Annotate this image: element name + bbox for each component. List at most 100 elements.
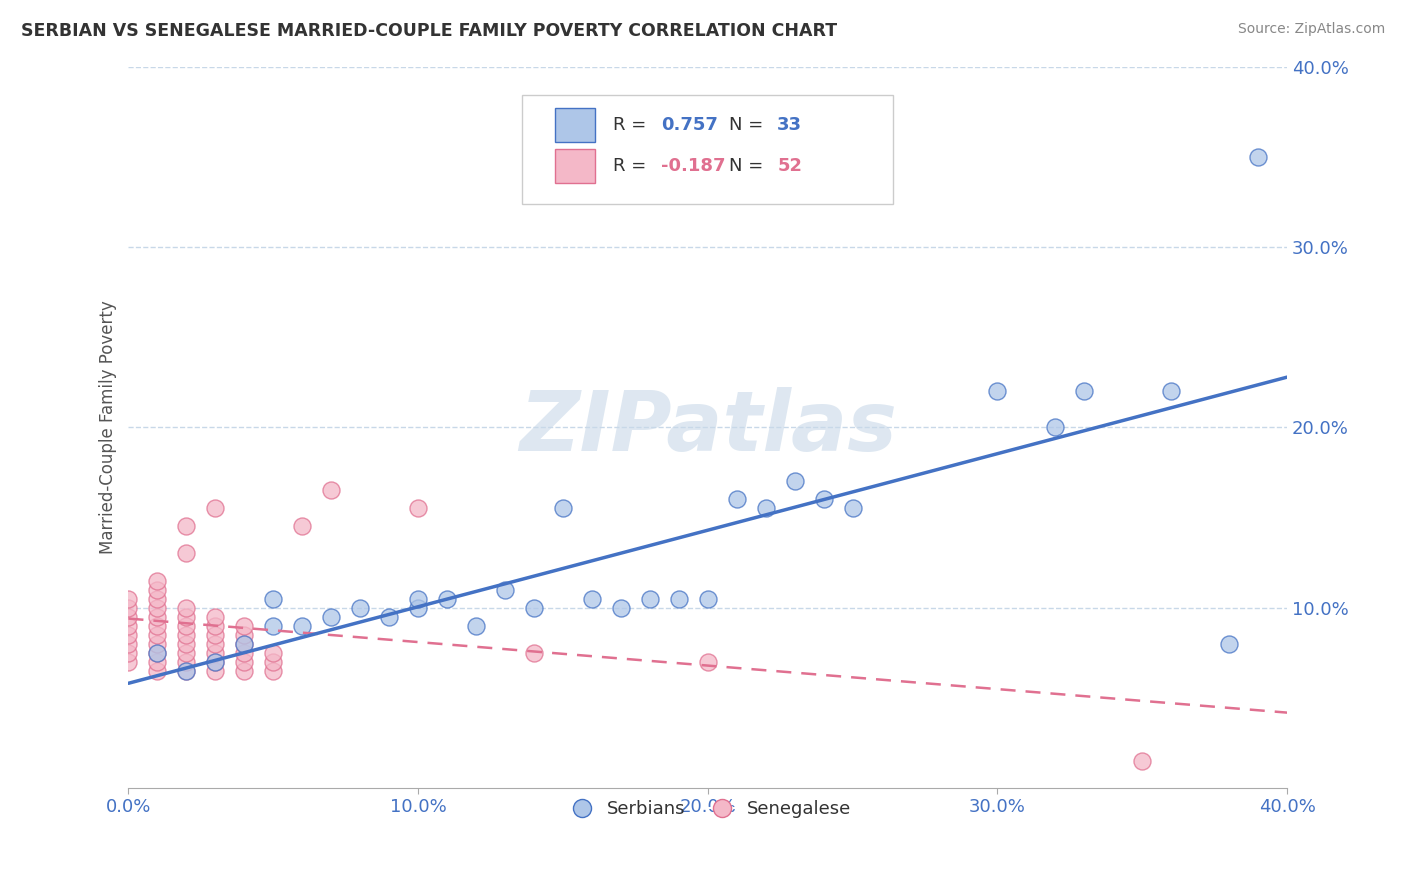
Text: 33: 33 xyxy=(778,116,803,134)
Point xyxy=(176,609,198,624)
Point xyxy=(783,475,806,489)
Point xyxy=(986,384,1008,399)
Point xyxy=(204,655,226,669)
Point xyxy=(725,492,748,507)
Point xyxy=(117,618,139,632)
Point xyxy=(233,655,256,669)
FancyBboxPatch shape xyxy=(555,149,595,184)
Point xyxy=(523,646,546,660)
Text: Source: ZipAtlas.com: Source: ZipAtlas.com xyxy=(1237,22,1385,37)
Point xyxy=(349,600,371,615)
Point xyxy=(638,591,661,606)
Point xyxy=(117,646,139,660)
Point xyxy=(494,582,516,597)
Point xyxy=(233,637,256,651)
Point xyxy=(321,483,343,498)
Point xyxy=(233,618,256,632)
FancyBboxPatch shape xyxy=(523,95,893,203)
Point xyxy=(146,600,169,615)
Point xyxy=(321,609,343,624)
Point xyxy=(117,627,139,641)
Point xyxy=(610,600,633,615)
Point xyxy=(581,591,603,606)
Point xyxy=(146,591,169,606)
Point xyxy=(176,618,198,632)
Point xyxy=(146,655,169,669)
Point xyxy=(204,618,226,632)
FancyBboxPatch shape xyxy=(555,108,595,143)
Point xyxy=(204,501,226,516)
Point xyxy=(117,609,139,624)
Point xyxy=(176,546,198,560)
Point xyxy=(233,627,256,641)
Text: R =: R = xyxy=(613,157,652,175)
Point xyxy=(668,591,690,606)
Point xyxy=(117,600,139,615)
Text: R =: R = xyxy=(613,116,652,134)
Text: -0.187: -0.187 xyxy=(661,157,725,175)
Point xyxy=(204,646,226,660)
Point xyxy=(176,627,198,641)
Point xyxy=(204,655,226,669)
Text: SERBIAN VS SENEGALESE MARRIED-COUPLE FAMILY POVERTY CORRELATION CHART: SERBIAN VS SENEGALESE MARRIED-COUPLE FAM… xyxy=(21,22,837,40)
Text: ZIPatlas: ZIPatlas xyxy=(519,387,897,467)
Point xyxy=(406,600,429,615)
Point xyxy=(204,637,226,651)
Point xyxy=(1130,754,1153,768)
Point xyxy=(378,609,401,624)
Point xyxy=(204,627,226,641)
Point xyxy=(146,637,169,651)
Point xyxy=(176,519,198,533)
Point xyxy=(262,664,284,678)
Point xyxy=(176,637,198,651)
Point xyxy=(1045,420,1067,434)
Point xyxy=(696,655,718,669)
Point xyxy=(262,618,284,632)
Text: N =: N = xyxy=(728,157,769,175)
Text: N =: N = xyxy=(728,116,769,134)
Point xyxy=(262,591,284,606)
Point xyxy=(1218,637,1240,651)
Point xyxy=(176,655,198,669)
Legend: Serbians, Senegalese: Serbians, Senegalese xyxy=(557,793,859,826)
Point xyxy=(176,664,198,678)
Point xyxy=(146,609,169,624)
Point xyxy=(551,501,574,516)
Y-axis label: Married-Couple Family Poverty: Married-Couple Family Poverty xyxy=(100,301,117,554)
Point xyxy=(117,637,139,651)
Text: 0.757: 0.757 xyxy=(661,116,718,134)
Point xyxy=(233,646,256,660)
Point xyxy=(117,655,139,669)
Point xyxy=(1247,150,1270,164)
Point xyxy=(146,646,169,660)
Point xyxy=(176,664,198,678)
Point xyxy=(262,655,284,669)
Point xyxy=(262,646,284,660)
Point xyxy=(204,609,226,624)
Point xyxy=(146,646,169,660)
Point xyxy=(146,627,169,641)
Point xyxy=(146,664,169,678)
Point xyxy=(841,501,863,516)
Text: 52: 52 xyxy=(778,157,803,175)
Point xyxy=(755,501,778,516)
Point xyxy=(204,664,226,678)
Point xyxy=(233,637,256,651)
Point xyxy=(291,618,314,632)
Point xyxy=(1073,384,1095,399)
Point xyxy=(146,618,169,632)
Point xyxy=(176,646,198,660)
Point xyxy=(523,600,546,615)
Point xyxy=(813,492,835,507)
Point xyxy=(117,591,139,606)
Point xyxy=(436,591,458,606)
Point xyxy=(233,664,256,678)
Point xyxy=(176,600,198,615)
Point xyxy=(406,501,429,516)
Point xyxy=(146,582,169,597)
Point xyxy=(291,519,314,533)
Point xyxy=(465,618,488,632)
Point xyxy=(406,591,429,606)
Point xyxy=(696,591,718,606)
Point xyxy=(146,574,169,588)
